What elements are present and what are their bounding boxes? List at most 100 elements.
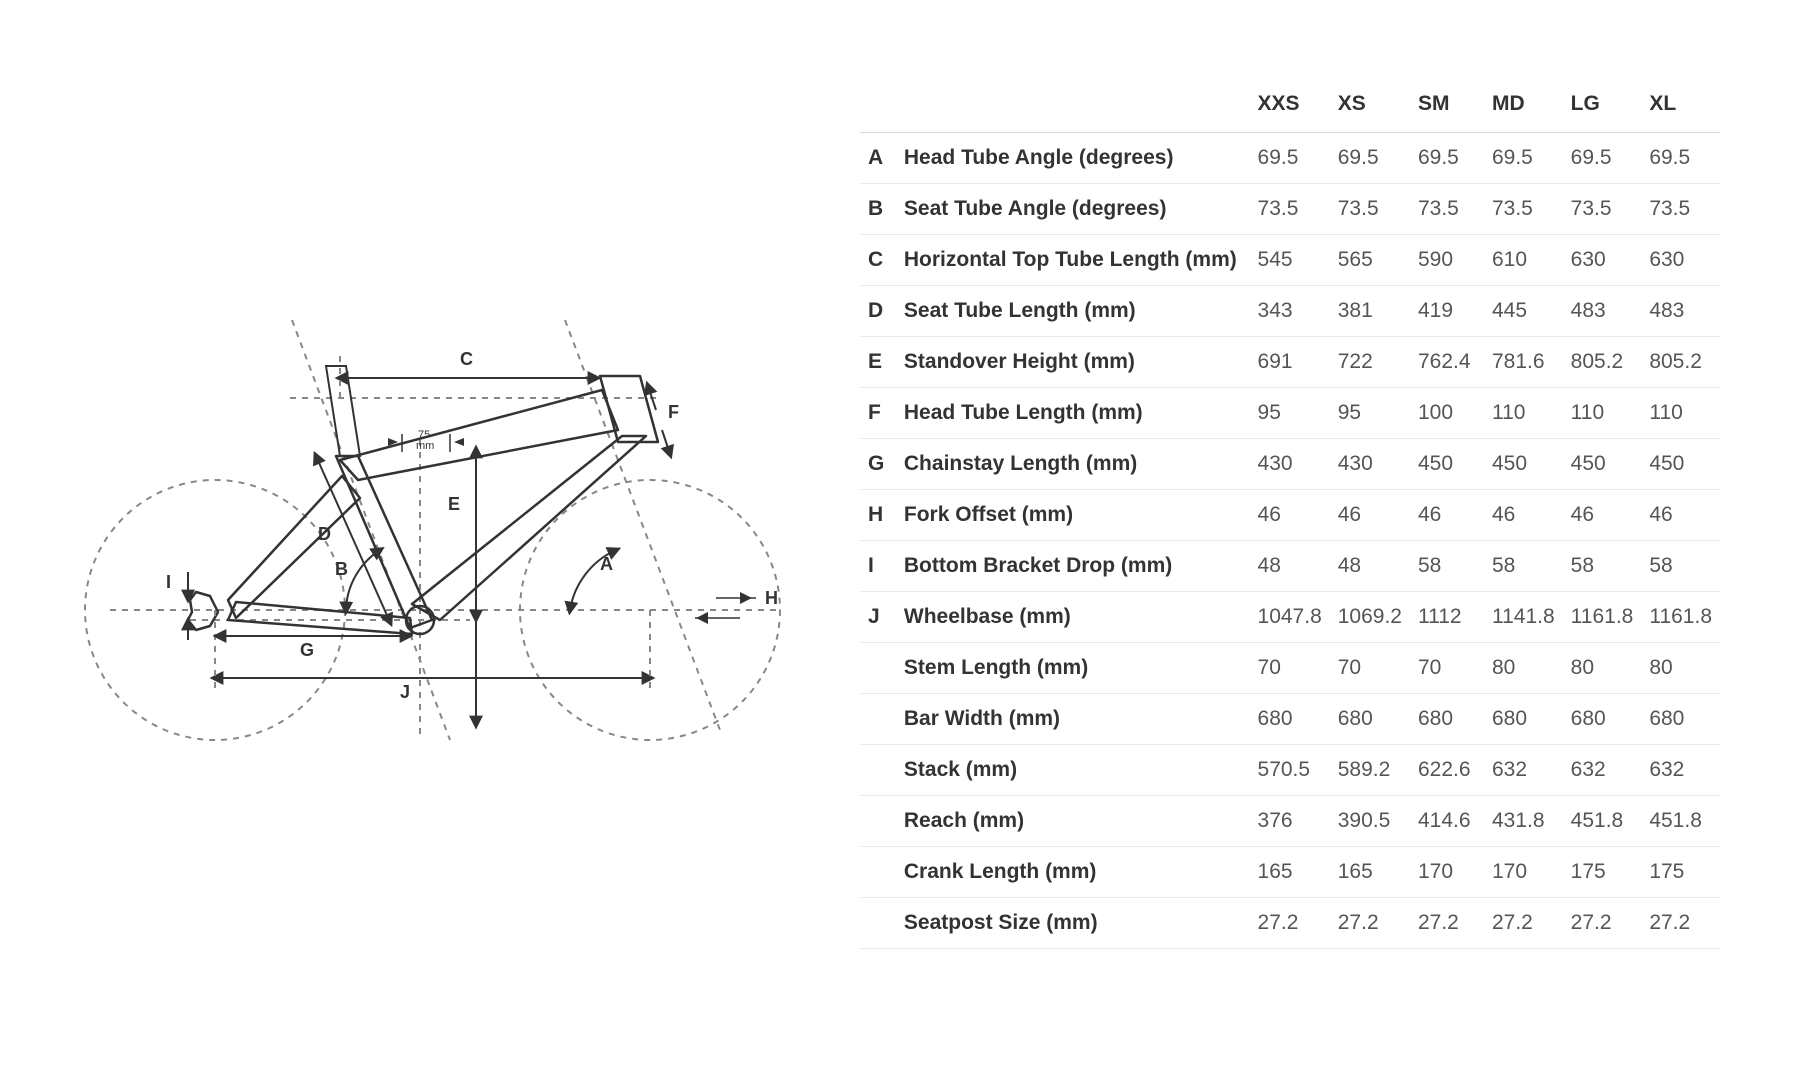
row-key: C	[860, 235, 896, 286]
cell-value: 450	[1484, 439, 1563, 490]
cell-value: 46	[1641, 490, 1720, 541]
cell-value: 589.2	[1330, 745, 1410, 796]
cell-value: 58	[1641, 541, 1720, 592]
cell-value: 622.6	[1410, 745, 1484, 796]
table-row: Stack (mm)570.5589.2622.6632632632	[860, 745, 1720, 796]
cell-value: 73.5	[1330, 184, 1410, 235]
cell-value: 48	[1330, 541, 1410, 592]
cell-value: 632	[1484, 745, 1563, 796]
cell-value: 680	[1330, 694, 1410, 745]
cell-value: 570.5	[1250, 745, 1330, 796]
row-label: Bottom Bracket Drop (mm)	[896, 541, 1250, 592]
cell-value: 73.5	[1563, 184, 1642, 235]
cell-value: 414.6	[1410, 796, 1484, 847]
table-row: JWheelbase (mm)1047.81069.211121141.8116…	[860, 592, 1720, 643]
row-label: Crank Length (mm)	[896, 847, 1250, 898]
geometry-diagram: A B C D E F G H I J 75 mm	[40, 180, 820, 800]
table-row: AHead Tube Angle (degrees)69.569.569.569…	[860, 133, 1720, 184]
cell-value: 69.5	[1250, 133, 1330, 184]
dim-label-D: D	[318, 524, 331, 544]
table-row: Reach (mm)376390.5414.6431.8451.8451.8	[860, 796, 1720, 847]
table-row: FHead Tube Length (mm)9595100110110110	[860, 388, 1720, 439]
cell-value: 70	[1330, 643, 1410, 694]
row-key	[860, 898, 896, 949]
row-key	[860, 694, 896, 745]
row-label: Seatpost Size (mm)	[896, 898, 1250, 949]
cell-value: 70	[1250, 643, 1330, 694]
cell-value: 805.2	[1641, 337, 1720, 388]
cell-value: 1161.8	[1641, 592, 1720, 643]
cell-value: 630	[1641, 235, 1720, 286]
cell-value: 781.6	[1484, 337, 1563, 388]
table-row: Stem Length (mm)707070808080	[860, 643, 1720, 694]
cell-value: 451.8	[1641, 796, 1720, 847]
cell-value: 27.2	[1410, 898, 1484, 949]
cell-value: 27.2	[1484, 898, 1563, 949]
row-key: D	[860, 286, 896, 337]
cell-value: 381	[1330, 286, 1410, 337]
cell-value: 73.5	[1250, 184, 1330, 235]
row-key: F	[860, 388, 896, 439]
cell-value: 27.2	[1330, 898, 1410, 949]
cell-value: 565	[1330, 235, 1410, 286]
table-row: Bar Width (mm)680680680680680680	[860, 694, 1720, 745]
cell-value: 376	[1250, 796, 1330, 847]
cell-value: 1161.8	[1563, 592, 1642, 643]
dim-label-C: C	[460, 349, 473, 369]
cell-value: 69.5	[1410, 133, 1484, 184]
cell-value: 545	[1250, 235, 1330, 286]
cell-value: 483	[1641, 286, 1720, 337]
dim-label-B: B	[335, 559, 348, 579]
geometry-table: XXSXSSMMDLGXL AHead Tube Angle (degrees)…	[860, 80, 1720, 949]
cell-value: 175	[1641, 847, 1720, 898]
cell-value: 95	[1330, 388, 1410, 439]
cell-value: 1069.2	[1330, 592, 1410, 643]
size-header-XL: XL	[1641, 80, 1720, 133]
row-label: Reach (mm)	[896, 796, 1250, 847]
cell-value: 69.5	[1484, 133, 1563, 184]
dim-label-E: E	[448, 494, 460, 514]
row-key	[860, 643, 896, 694]
row-label: Seat Tube Angle (degrees)	[896, 184, 1250, 235]
cell-value: 632	[1641, 745, 1720, 796]
row-label: Bar Width (mm)	[896, 694, 1250, 745]
table-row: BSeat Tube Angle (degrees)73.573.573.573…	[860, 184, 1720, 235]
cell-value: 73.5	[1410, 184, 1484, 235]
cell-value: 680	[1484, 694, 1563, 745]
table-row: EStandover Height (mm)691722762.4781.680…	[860, 337, 1720, 388]
cell-value: 58	[1410, 541, 1484, 592]
cell-value: 343	[1250, 286, 1330, 337]
cell-value: 58	[1484, 541, 1563, 592]
table-row: Crank Length (mm)165165170170175175	[860, 847, 1720, 898]
cell-value: 27.2	[1250, 898, 1330, 949]
row-label: Stem Length (mm)	[896, 643, 1250, 694]
table-header-row: XXSXSSMMDLGXL	[860, 80, 1720, 133]
cell-value: 805.2	[1563, 337, 1642, 388]
row-key: A	[860, 133, 896, 184]
cell-value: 445	[1484, 286, 1563, 337]
cell-value: 58	[1563, 541, 1642, 592]
cell-value: 46	[1250, 490, 1330, 541]
cell-value: 70	[1410, 643, 1484, 694]
cell-value: 680	[1641, 694, 1720, 745]
row-key	[860, 745, 896, 796]
geometry-table-body: AHead Tube Angle (degrees)69.569.569.569…	[860, 133, 1720, 949]
cell-value: 170	[1410, 847, 1484, 898]
cell-value: 430	[1250, 439, 1330, 490]
row-label: Seat Tube Length (mm)	[896, 286, 1250, 337]
row-label: Wheelbase (mm)	[896, 592, 1250, 643]
cell-value: 430	[1330, 439, 1410, 490]
cell-value: 450	[1641, 439, 1720, 490]
table-row: GChainstay Length (mm)430430450450450450	[860, 439, 1720, 490]
cell-value: 80	[1563, 643, 1642, 694]
row-label: Horizontal Top Tube Length (mm)	[896, 235, 1250, 286]
bike-frame-svg: A B C D E F G H I J 75 mm	[40, 180, 820, 800]
table-row: HFork Offset (mm)464646464646	[860, 490, 1720, 541]
cell-value: 48	[1250, 541, 1330, 592]
row-key	[860, 847, 896, 898]
cell-value: 762.4	[1410, 337, 1484, 388]
cell-value: 175	[1563, 847, 1642, 898]
dim-label-I: I	[166, 572, 171, 592]
row-key: J	[860, 592, 896, 643]
table-row: CHorizontal Top Tube Length (mm)54556559…	[860, 235, 1720, 286]
